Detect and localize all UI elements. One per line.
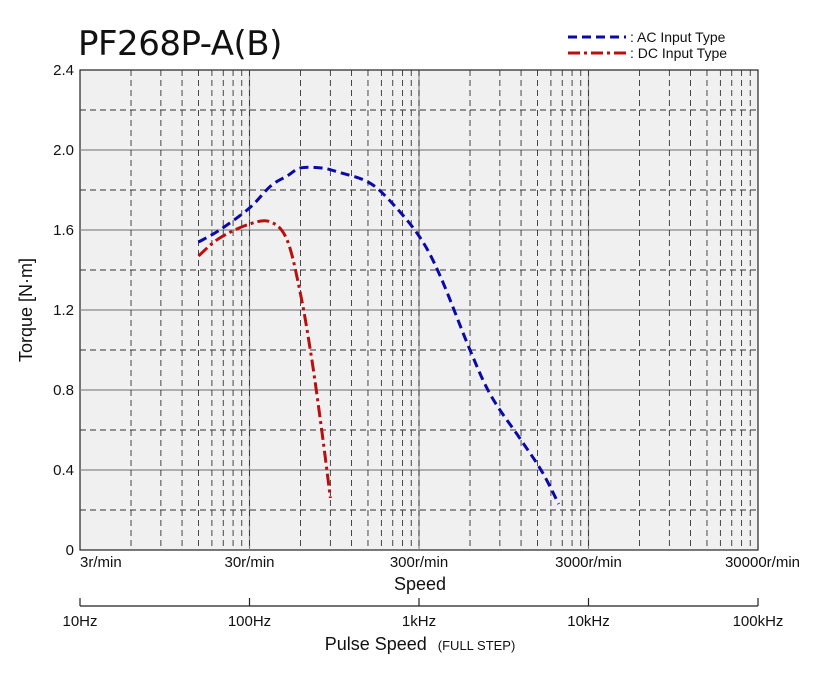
x-tick-label: 300r/min: [390, 554, 448, 571]
grid: [80, 70, 758, 550]
series-line-dc: [197, 219, 332, 499]
y-tick-label: 2.4: [53, 62, 74, 79]
pulse-tick-label: 10kHz: [567, 613, 610, 630]
series-line-ac: [197, 165, 561, 505]
x-axis-title: Speed: [394, 574, 446, 594]
series-lines: [197, 165, 561, 505]
y-tick-labels: 0 0.4 0.8 1.2 1.6 2.0 2.4: [53, 62, 74, 559]
y-tick-label: 2.0: [53, 142, 74, 159]
x-tick-label: 30000r/min: [725, 554, 800, 571]
pulse-axis-title: Pulse Speed (FULL STEP): [325, 634, 516, 654]
pulse-tick-label: 1kHz: [402, 613, 436, 630]
pulse-tick-label: 100Hz: [228, 613, 271, 630]
x-tick-label: 30r/min: [224, 554, 274, 571]
y-tick-label: 1.2: [53, 302, 74, 319]
pulse-tick-labels: 10Hz 100Hz 1kHz 10kHz 100kHz: [62, 613, 783, 630]
legend: : AC Input Type : DC Input Type: [568, 29, 727, 61]
pulse-axis-label: Pulse Speed: [325, 634, 427, 654]
pulse-speed-axis: [79, 598, 759, 607]
pulse-tick-label: 100kHz: [733, 613, 784, 630]
x-tick-label: 3r/min: [80, 554, 122, 571]
y-tick-label: 0.8: [53, 382, 74, 399]
x-tick-label: 3000r/min: [555, 554, 622, 571]
chart-title: PF268P-A(B): [78, 24, 282, 64]
y-tick-label: 1.6: [53, 222, 74, 239]
pulse-axis-suffix: (FULL STEP): [438, 638, 516, 653]
x-tick-labels: 3r/min 30r/min 300r/min 3000r/min 30000r/min: [80, 554, 800, 571]
legend-label-dc: : DC Input Type: [630, 45, 727, 61]
y-tick-label: 0: [66, 542, 74, 559]
legend-label-ac: : AC Input Type: [630, 29, 726, 45]
pulse-tick-label: 10Hz: [62, 613, 97, 630]
y-axis-title: Torque [N·m]: [16, 258, 36, 362]
y-tick-label: 0.4: [53, 462, 74, 479]
